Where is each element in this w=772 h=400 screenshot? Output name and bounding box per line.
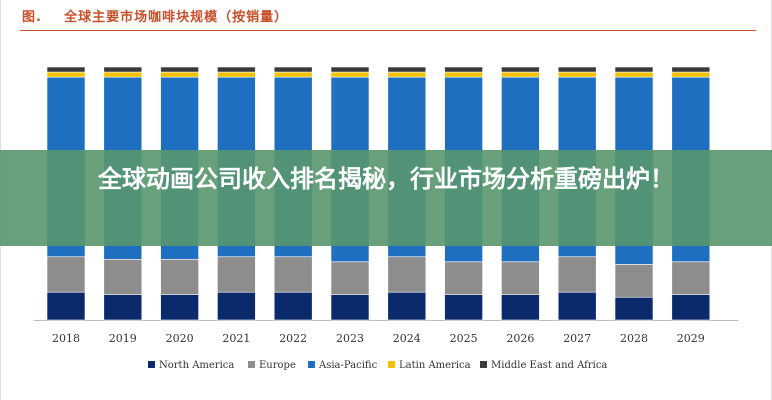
bar-segment-europe-2021 bbox=[217, 256, 256, 293]
bar-segment-latin-america-2023 bbox=[330, 71, 370, 78]
x-tick-label: 2018 bbox=[52, 332, 80, 345]
legend-label: Latin America bbox=[399, 360, 471, 371]
bar-segment-middle-east-and-africa-2029 bbox=[671, 66, 711, 73]
bar-segment-north-america-2019 bbox=[103, 294, 143, 321]
bar-segment-latin-america-2026 bbox=[501, 71, 540, 78]
x-tick-label: 2023 bbox=[336, 332, 364, 345]
bar-segment-middle-east-and-africa-2021 bbox=[217, 66, 256, 73]
bar-segment-latin-america-2025 bbox=[444, 71, 483, 78]
legend-label: Asia-Pacific bbox=[318, 360, 378, 371]
headline-text: 全球动画公司收入排名揭秘，行业市场分析重磅出炉！ bbox=[98, 165, 674, 193]
bar-segment-latin-america-2028 bbox=[614, 71, 654, 78]
bar-segment-latin-america-2018 bbox=[46, 71, 86, 78]
bar-segment-latin-america-2029 bbox=[671, 71, 711, 78]
bar-segment-north-america-2021 bbox=[217, 291, 256, 321]
x-tick-label: 2021 bbox=[222, 332, 250, 345]
bar-segment-middle-east-and-africa-2026 bbox=[501, 66, 540, 73]
bar-segment-latin-america-2022 bbox=[273, 71, 313, 78]
bar-segment-latin-america-2020 bbox=[160, 71, 199, 78]
x-tick-label: 2022 bbox=[279, 332, 307, 345]
bar-segment-middle-east-and-africa-2020 bbox=[160, 66, 199, 73]
bar-segment-north-america-2028 bbox=[614, 296, 654, 321]
bar-segment-north-america-2022 bbox=[273, 291, 313, 321]
bar-segment-europe-2023 bbox=[330, 261, 370, 295]
x-tick-label: 2026 bbox=[506, 332, 534, 345]
legend-label: Europe bbox=[259, 360, 296, 371]
bar-segment-north-america-2023 bbox=[330, 294, 370, 321]
legend-swatch-north-america bbox=[148, 361, 155, 368]
bar-segment-middle-east-and-africa-2022 bbox=[273, 66, 313, 73]
figure-title: 图. 全球主要市场咖啡块规模（按销量） bbox=[22, 6, 288, 25]
bar-segment-europe-2020 bbox=[160, 258, 199, 295]
bar-segment-north-america-2029 bbox=[671, 294, 711, 321]
legend-label: North America bbox=[159, 360, 234, 371]
bar-segment-europe-2025 bbox=[444, 261, 483, 295]
bar-segment-middle-east-and-africa-2023 bbox=[330, 66, 370, 73]
bar-segment-europe-2028 bbox=[614, 264, 654, 298]
headline-banner bbox=[0, 150, 772, 246]
legend-label: Middle East and Africa bbox=[491, 360, 607, 371]
title-rule bbox=[20, 30, 756, 31]
bar-segment-north-america-2026 bbox=[501, 294, 540, 321]
bar-segment-europe-2027 bbox=[557, 256, 597, 293]
figure-title-text: 全球主要市场咖啡块规模（按销量） bbox=[64, 10, 289, 25]
bar-segment-north-america-2018 bbox=[46, 291, 86, 321]
bar-segment-north-america-2025 bbox=[444, 294, 483, 321]
bar-segment-middle-east-and-africa-2018 bbox=[46, 66, 86, 73]
bar-segment-europe-2026 bbox=[501, 261, 540, 295]
bar-segment-north-america-2027 bbox=[557, 291, 597, 321]
bar-segment-middle-east-and-africa-2019 bbox=[103, 66, 143, 73]
legend-swatch-latin-america bbox=[388, 361, 395, 368]
x-tick-label: 2029 bbox=[677, 332, 705, 345]
bar-segment-north-america-2020 bbox=[160, 294, 199, 321]
figure-label: 图. bbox=[22, 10, 42, 25]
bar-segment-latin-america-2024 bbox=[387, 71, 427, 78]
x-tick-label: 2028 bbox=[620, 332, 648, 345]
x-tick-label: 2024 bbox=[393, 332, 421, 345]
bar-segment-europe-2018 bbox=[46, 256, 86, 293]
bar-segment-middle-east-and-africa-2028 bbox=[614, 66, 654, 73]
x-tick-label: 2020 bbox=[166, 332, 194, 345]
bar-segment-north-america-2024 bbox=[387, 291, 427, 321]
x-tick-label: 2027 bbox=[563, 332, 591, 345]
bar-segment-europe-2024 bbox=[387, 256, 427, 293]
bar-segment-middle-east-and-africa-2024 bbox=[387, 66, 427, 73]
bar-segment-latin-america-2021 bbox=[217, 71, 256, 78]
x-tick-label: 2025 bbox=[450, 332, 478, 345]
legend-swatch-asia-pacific bbox=[308, 361, 315, 368]
x-tick-label: 2019 bbox=[109, 332, 137, 345]
bar-segment-latin-america-2027 bbox=[557, 71, 597, 78]
bar-segment-europe-2029 bbox=[671, 261, 711, 295]
bar-segment-europe-2022 bbox=[273, 256, 313, 293]
legend-swatch-middle-east-and-africa bbox=[480, 361, 487, 368]
bar-segment-latin-america-2019 bbox=[103, 71, 143, 78]
legend-swatch-europe bbox=[248, 361, 255, 368]
bar-segment-middle-east-and-africa-2027 bbox=[557, 66, 597, 73]
bar-segment-europe-2019 bbox=[103, 258, 143, 295]
bar-segment-middle-east-and-africa-2025 bbox=[444, 66, 483, 73]
